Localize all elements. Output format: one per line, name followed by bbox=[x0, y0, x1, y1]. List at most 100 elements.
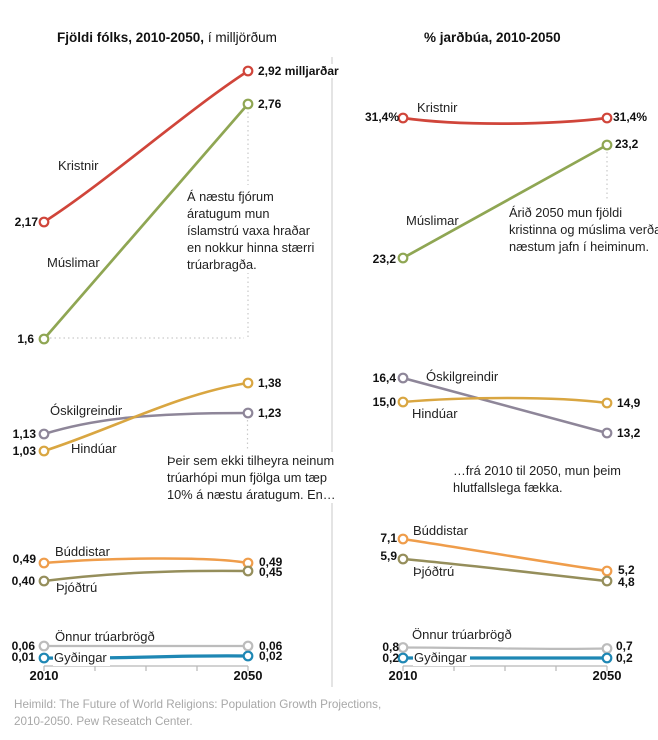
axis-year-2050-right: 2050 bbox=[592, 668, 622, 683]
point-muslimar-2050-right bbox=[601, 139, 613, 151]
value-hinduar-2050-left: 1,38 bbox=[258, 376, 282, 390]
point-gydingar-2050-left bbox=[242, 650, 254, 662]
value-muslimar-2050-left: 2,76 bbox=[258, 97, 282, 111]
point-kristnir-2050-right bbox=[601, 112, 613, 124]
point-buddistar-2050-right bbox=[601, 565, 613, 577]
annotation-unaffiliated-growth: Þeir sem ekki tilheyra neinum trúarhópi … bbox=[167, 452, 342, 503]
value-onnur-2050-right: 0,7 bbox=[616, 639, 633, 653]
point-oskilgreindir-2050-right bbox=[601, 427, 613, 439]
point-onnur-truarbrogd-2050-right bbox=[601, 643, 613, 654]
panel-divider bbox=[331, 57, 333, 687]
point-hinduar-2050-right bbox=[601, 397, 613, 409]
point-thjodtru-2050-right bbox=[601, 575, 613, 587]
point-oskilgreindir-2010-right bbox=[397, 372, 409, 384]
point-muslimar-2050-left bbox=[242, 98, 254, 110]
value-muslimar-2050-right: 23,2 bbox=[615, 137, 639, 151]
axis-year-2010-right: 2010 bbox=[388, 668, 418, 683]
annotation-equal-2050: Árið 2050 mun fjöldi kristinna og múslim… bbox=[509, 204, 658, 255]
point-onnur-truarbrogd-2010-right bbox=[397, 642, 409, 653]
point-kristnir-2010-left bbox=[38, 216, 50, 228]
value-gydingar-2010-left: 0,01 bbox=[11, 650, 35, 664]
value-oskilgreindir-2010-right: 16,4 bbox=[372, 371, 396, 385]
series-line-onnur-truarbrogd-right bbox=[401, 646, 609, 651]
series-label-kristnir-right: Kristnir bbox=[417, 100, 458, 115]
series-label-buddistar-right: Búddistar bbox=[413, 523, 468, 538]
series-line-oskilgreindir-right bbox=[401, 376, 609, 435]
series-label-thjodtru-left: Þjóðtrú bbox=[56, 580, 98, 595]
annotation-share-decline: …frá 2010 til 2050, mun þeim hlutfallsle… bbox=[453, 462, 638, 496]
value-gydingar-2050-right: 0,2 bbox=[616, 651, 633, 665]
series-line-kristnir-right bbox=[401, 116, 609, 125]
axis-year-2050-left: 2050 bbox=[233, 668, 263, 683]
series-line-kristnir-left bbox=[42, 69, 250, 224]
value-thjodtru-2010-left: 0,40 bbox=[11, 574, 35, 588]
series-line-oskilgreindir-left bbox=[42, 411, 250, 436]
value-buddistar-2010-left: 0,49 bbox=[12, 552, 36, 566]
value-thjodtru-2050-left: 0,45 bbox=[259, 565, 283, 579]
value-kristnir-2010-left: 2,17 bbox=[14, 215, 38, 229]
series-label-oskilgreindir-right: Óskilgreindir bbox=[426, 369, 499, 384]
value-gydingar-2050-left: 0,02 bbox=[259, 649, 283, 663]
point-hinduar-2010-right bbox=[397, 396, 409, 408]
series-label-onnur-right: Önnur trúarbrögð bbox=[412, 627, 512, 642]
point-oskilgreindir-2010-left bbox=[38, 428, 50, 440]
series-line-thjodtru-left bbox=[42, 569, 250, 583]
value-onnur-2010-right: 0,8 bbox=[382, 640, 399, 654]
value-oskilgreindir-2050-left: 1,23 bbox=[258, 406, 282, 420]
series-label-muslimar-left: Múslimar bbox=[47, 255, 100, 270]
value-onnur-2010-left: 0,06 bbox=[11, 639, 35, 653]
point-muslimar-2010-right bbox=[397, 252, 409, 264]
source-note: Heimild: The Future of World Religions: … bbox=[14, 698, 382, 728]
point-thjodtru-2010-right bbox=[397, 553, 409, 565]
series-line-hinduar-right bbox=[401, 396, 609, 405]
point-gydingar-2010-left bbox=[38, 652, 50, 664]
series-label-hinduar-left: Hindúar bbox=[71, 441, 117, 456]
series-label-gydingar-right: Gyðingar bbox=[413, 650, 470, 666]
point-onnur-truarbrogd-2050-left bbox=[242, 640, 254, 652]
point-onnur-truarbrogd-2010-left bbox=[38, 640, 50, 652]
series-label-gydingar-left: Gyðingar bbox=[53, 650, 110, 666]
value-kristnir-2050-left: 2,92 milljarðar bbox=[258, 64, 339, 78]
left-panel-title: Fjöldi fólks, 2010-2050, í milljörðum bbox=[57, 30, 277, 46]
point-buddistar-2010-left bbox=[38, 557, 50, 569]
series-label-muslimar-right: Múslimar bbox=[406, 213, 459, 228]
series-line-muslimar-left bbox=[42, 102, 250, 341]
point-oskilgreindir-2050-left bbox=[242, 407, 254, 419]
series-label-buddistar-left: Búddistar bbox=[55, 544, 110, 559]
point-thjodtru-2010-left bbox=[38, 575, 50, 587]
series-line-buddistar-right bbox=[401, 537, 609, 573]
point-gydingar-2010-right bbox=[397, 652, 409, 664]
point-thjodtru-2050-left bbox=[242, 565, 254, 577]
value-thjodtru-2010-right: 5,9 bbox=[380, 549, 397, 563]
value-gydingar-2010-right: 0,2 bbox=[382, 651, 399, 665]
point-gydingar-2050-right bbox=[601, 652, 613, 664]
value-kristnir-2010-right: 31,4% bbox=[364, 110, 399, 124]
value-muslimar-2010-right: 23,2 bbox=[372, 252, 396, 266]
value-hinduar-2010-left: 1,03 bbox=[12, 444, 36, 458]
value-oskilgreindir-2050-right: 13,2 bbox=[617, 426, 641, 440]
point-hinduar-2050-left bbox=[242, 377, 254, 389]
value-hinduar-2010-right: 15,0 bbox=[372, 395, 396, 409]
series-line-buddistar-left bbox=[42, 557, 250, 565]
point-hinduar-2010-left bbox=[38, 445, 50, 457]
value-kristnir-2050-right: 31,4% bbox=[613, 110, 648, 124]
series-label-onnur-left: Önnur trúarbrögð bbox=[55, 629, 155, 644]
axis-year-2010-left: 2010 bbox=[29, 668, 59, 683]
value-onnur-2050-left: 0,06 bbox=[259, 639, 283, 653]
series-line-muslimar-right bbox=[401, 143, 609, 260]
point-kristnir-2050-left bbox=[242, 65, 254, 77]
value-oskilgreindir-2010-left: 1,13 bbox=[12, 427, 36, 441]
point-kristnir-2010-right bbox=[397, 112, 409, 124]
left-panel-title-bold: Fjöldi fólks, 2010-2050, bbox=[57, 30, 205, 45]
annotation-islam-growth: Á næstu fjórum áratugum mun íslamstrú va… bbox=[187, 188, 329, 273]
value-buddistar-2050-right: 5,2 bbox=[618, 563, 635, 577]
series-line-thjodtru-right bbox=[401, 557, 609, 583]
value-buddistar-2050-left: 0,49 bbox=[259, 555, 283, 569]
series-label-thjodtru-right: Þjóðtrú bbox=[413, 564, 455, 579]
series-label-hinduar-right: Hindúar bbox=[412, 406, 458, 421]
point-buddistar-2010-right bbox=[397, 533, 409, 545]
series-label-oskilgreindir-left: Óskilgreindir bbox=[50, 403, 123, 418]
series-label-kristnir-left: Kristnir bbox=[58, 158, 99, 173]
